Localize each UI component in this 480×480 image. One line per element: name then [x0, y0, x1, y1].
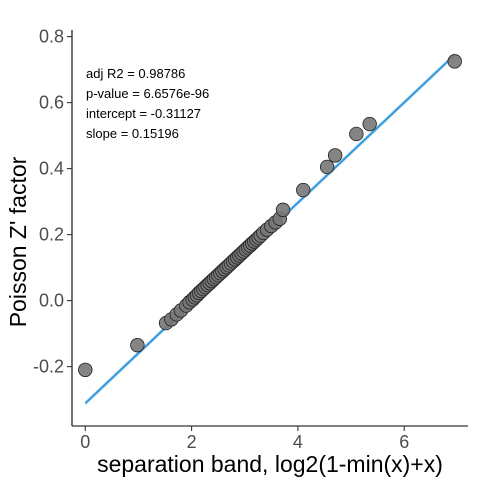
data-point [362, 116, 377, 132]
y-axis-title: Poisson Z' factor [5, 156, 31, 327]
y-axis-ticks: -0.2 0.0 0.2 0.4 0.6 0.8 [33, 27, 72, 377]
y-tick-label: 0.6 [39, 93, 64, 113]
x-tick-label: 6 [399, 432, 409, 452]
data-point [296, 182, 311, 198]
data-point [349, 126, 364, 142]
x-axis-title: separation band, log2(1-min(x)+x) [97, 451, 443, 477]
p-value-label: p-value = 6.6576e-96 [86, 86, 209, 101]
y-tick-label: 0.8 [39, 27, 64, 47]
data-point [319, 159, 335, 175]
intercept-label: intercept = -0.31127 [86, 106, 201, 121]
data-point [327, 148, 343, 163]
data-point [130, 337, 145, 353]
data-point [78, 362, 93, 378]
y-tick-label: -0.2 [33, 357, 64, 377]
y-tick-label: 0.4 [39, 159, 64, 179]
points-layer [78, 54, 462, 378]
data-point [275, 202, 291, 218]
y-tick-label: 0.0 [39, 291, 64, 311]
fit-statistics: adj R2 = 0.98786 p-value = 6.6576e-96 in… [86, 66, 209, 141]
y-tick-label: 0.2 [39, 225, 64, 245]
x-tick-label: 2 [187, 432, 197, 452]
x-axis-ticks: 0 2 4 6 [80, 426, 409, 452]
slope-label: slope = 0.15196 [86, 126, 179, 141]
x-tick-label: 4 [293, 432, 303, 452]
adj-r2-label: adj R2 = 0.98786 [86, 66, 185, 81]
x-tick-label: 0 [80, 432, 90, 452]
data-point [447, 54, 462, 69]
